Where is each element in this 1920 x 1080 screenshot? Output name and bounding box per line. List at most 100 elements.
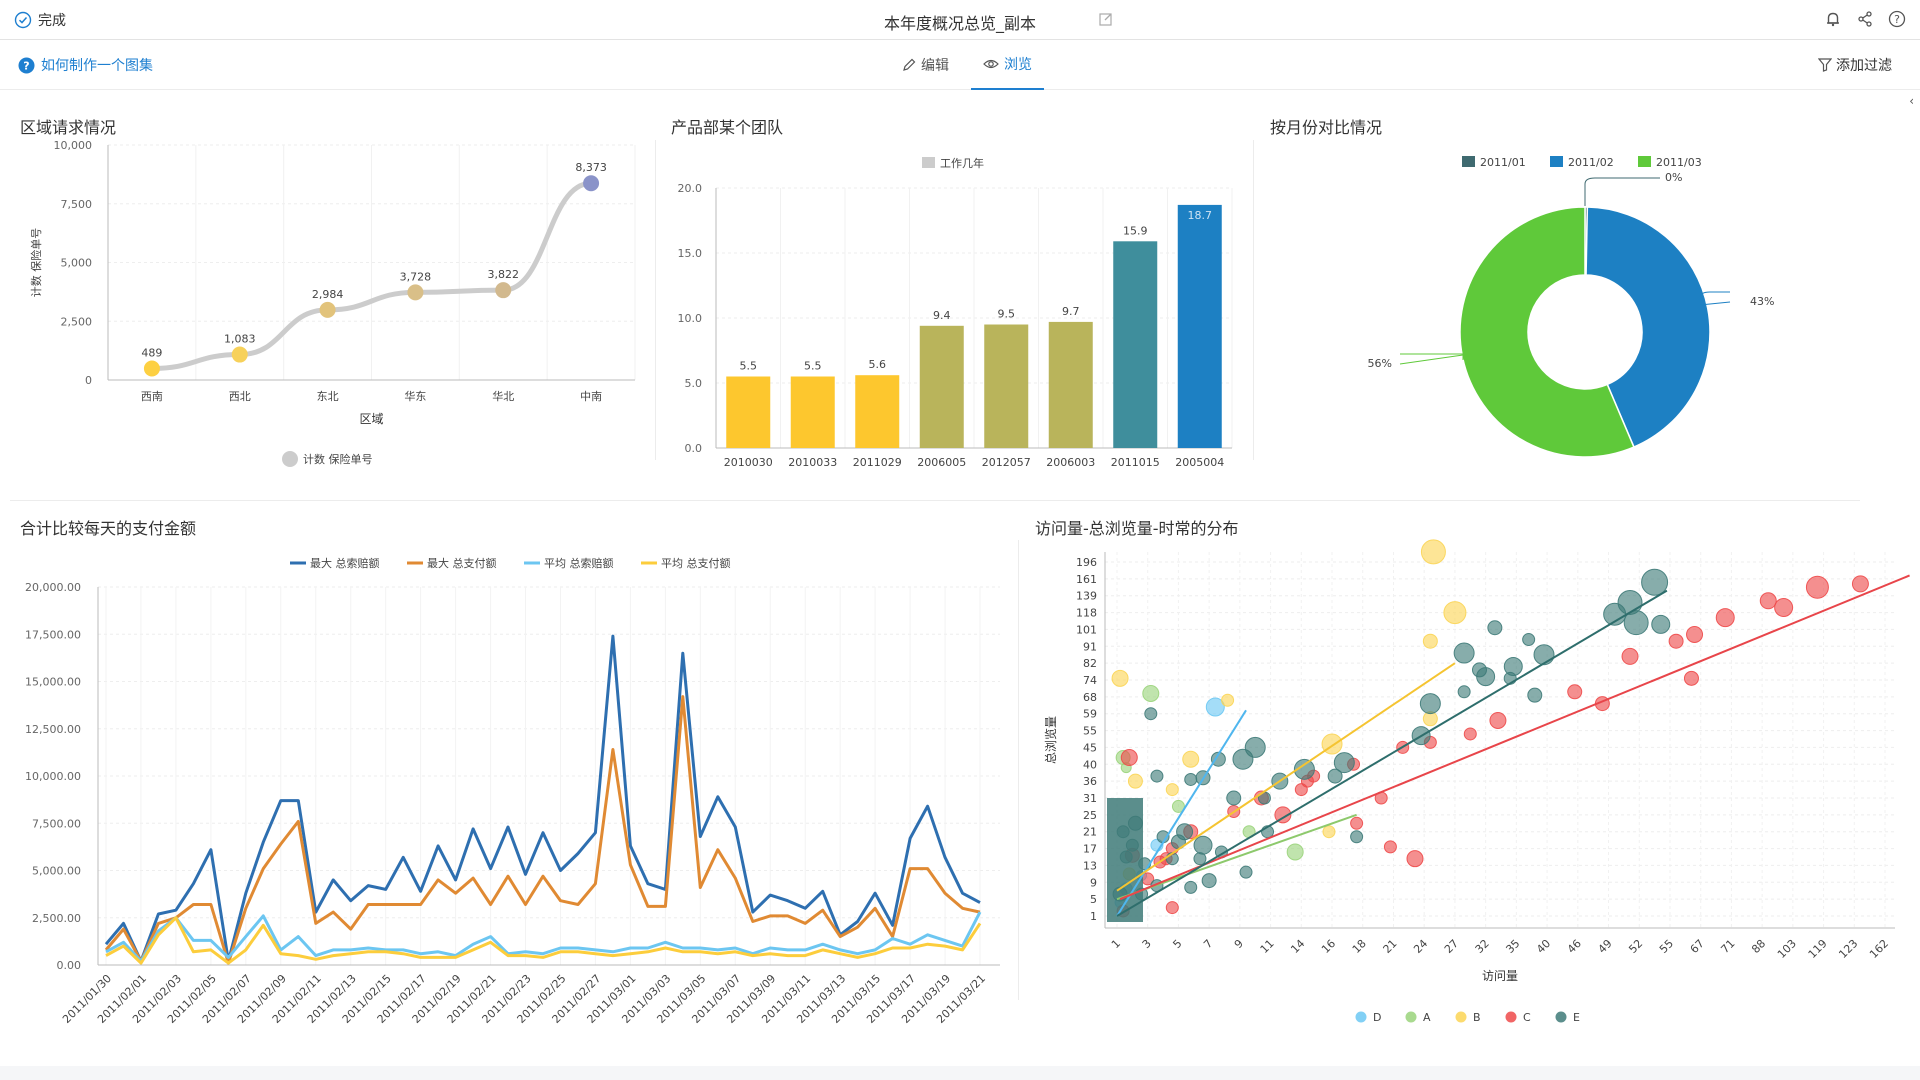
y-tick-label: 10,000.00 [25,770,81,783]
bar [1113,241,1158,448]
scatter-point [1406,850,1424,868]
scatter-point [1333,752,1355,774]
data-label: 15.9 [1123,224,1148,237]
x-tick-label: 55 [1657,937,1676,956]
y-axis-title: 计数 保险单号 [29,228,43,298]
scatter-point [1567,684,1583,700]
data-label: 1,083 [224,333,256,346]
bell-icon[interactable] [1824,10,1842,28]
legend-label: D [1373,1011,1381,1024]
x-tick-label: 18 [1350,937,1369,956]
scatter-point [1443,601,1467,625]
x-tick-label: 103 [1775,937,1799,961]
x-tick-label: 11 [1258,937,1277,956]
data-label: 8,373 [575,161,607,174]
scatter-point [1851,575,1869,593]
y-tick-label: 20,000.00 [25,581,81,594]
x-tick-label: 2006005 [917,456,966,469]
legend-label: 2011/02 [1568,156,1614,169]
data-point [583,175,600,192]
scatter-point [1226,790,1242,806]
x-tick-label: 2011029 [853,456,902,469]
panel-divider [1253,140,1254,460]
x-tick-label: 27 [1442,937,1461,956]
scatter-point [1327,768,1343,784]
scatter-point [1487,620,1503,636]
legend-swatch [1455,1011,1467,1023]
scatter-point [1182,750,1200,768]
y-tick-label: 5,000 [61,257,93,270]
legend-label: 最大 总索赔额 [310,556,380,570]
tab-edit[interactable]: 编辑 [890,40,961,90]
scatter-point [1205,697,1225,717]
scatter-point [1165,783,1179,797]
scatter-point [1759,592,1777,610]
x-tick-label: 49 [1596,937,1615,956]
y-tick-label: 12,500.00 [25,723,81,736]
series-line [104,634,981,963]
data-point [319,301,336,318]
check-circle-icon [14,11,32,29]
pie-slice [1459,206,1635,458]
data-label: 489 [141,347,162,360]
scatter-point [1111,669,1129,687]
y-tick-label: 5,000.00 [32,865,81,878]
add-filter-button[interactable]: 添加过滤 [1818,55,1892,75]
x-tick-label: 71 [1718,937,1737,956]
data-label: 9.5 [998,308,1016,321]
x-tick-label: 162 [1867,937,1891,961]
scatter-point [1463,727,1477,741]
scatter-point [1350,816,1364,830]
panel-divider [655,140,656,460]
edit-title-button[interactable] [1098,11,1114,31]
scatter-point [1641,568,1669,596]
slice-label: 43% [1750,295,1774,308]
eye-icon [983,59,999,69]
legend-label: 2011/03 [1656,156,1702,169]
y-tick-label: 10.0 [678,312,703,325]
scatter-point [1232,748,1254,770]
y-tick-label: 5 [1090,893,1097,906]
scatter-point [1120,749,1138,767]
legend-label: 计数 保险单号 [303,452,373,466]
data-point [407,284,424,301]
y-tick-label: 55 [1083,725,1097,738]
x-tick-label: 16 [1319,937,1338,956]
scatter-point [1683,670,1699,686]
y-tick-label: 20.0 [678,182,703,195]
visits-scatter-chart: 1591317212531364045555968748291101118139… [1043,539,1910,1024]
x-tick-label: 3 [1140,937,1154,951]
legend-label: E [1573,1011,1580,1024]
collapse-panel-icon[interactable]: ‹ [1909,94,1914,108]
help-link[interactable]: ? 如何制作一个图集 [18,55,153,75]
panel-divider [1018,540,1019,1000]
scatter-point-cluster [1107,798,1143,922]
x-tick-label: 中南 [580,390,602,403]
pencil-icon [903,58,916,71]
panel-divider [10,500,1860,501]
y-tick-label: 196 [1076,556,1097,569]
bar [984,324,1029,448]
share-icon[interactable] [1856,10,1874,28]
legend-swatch [1405,1011,1417,1023]
legend-label: 工作几年 [940,156,984,170]
y-tick-label: 13 [1083,859,1097,872]
y-tick-label: 36 [1083,775,1097,788]
scatter-point [1686,625,1704,643]
series-line [105,911,982,963]
y-tick-label: 40 [1083,758,1097,771]
x-tick-label: 24 [1411,937,1430,956]
x-tick-label: 西南 [141,390,163,403]
bar [790,376,835,448]
y-tick-label: 74 [1083,674,1097,687]
bar [726,376,771,448]
x-tick-label: 46 [1565,937,1584,956]
tab-browse[interactable]: 浏览 [971,40,1044,90]
y-tick-label: 7,500 [61,198,93,211]
scatter-point [1144,707,1158,721]
help-icon[interactable]: ? [1888,10,1906,28]
slice-label: 56% [1368,357,1392,370]
scatter-point [1221,693,1235,707]
y-tick-label: 2,500 [61,315,93,328]
done-button[interactable]: 完成 [14,10,66,30]
